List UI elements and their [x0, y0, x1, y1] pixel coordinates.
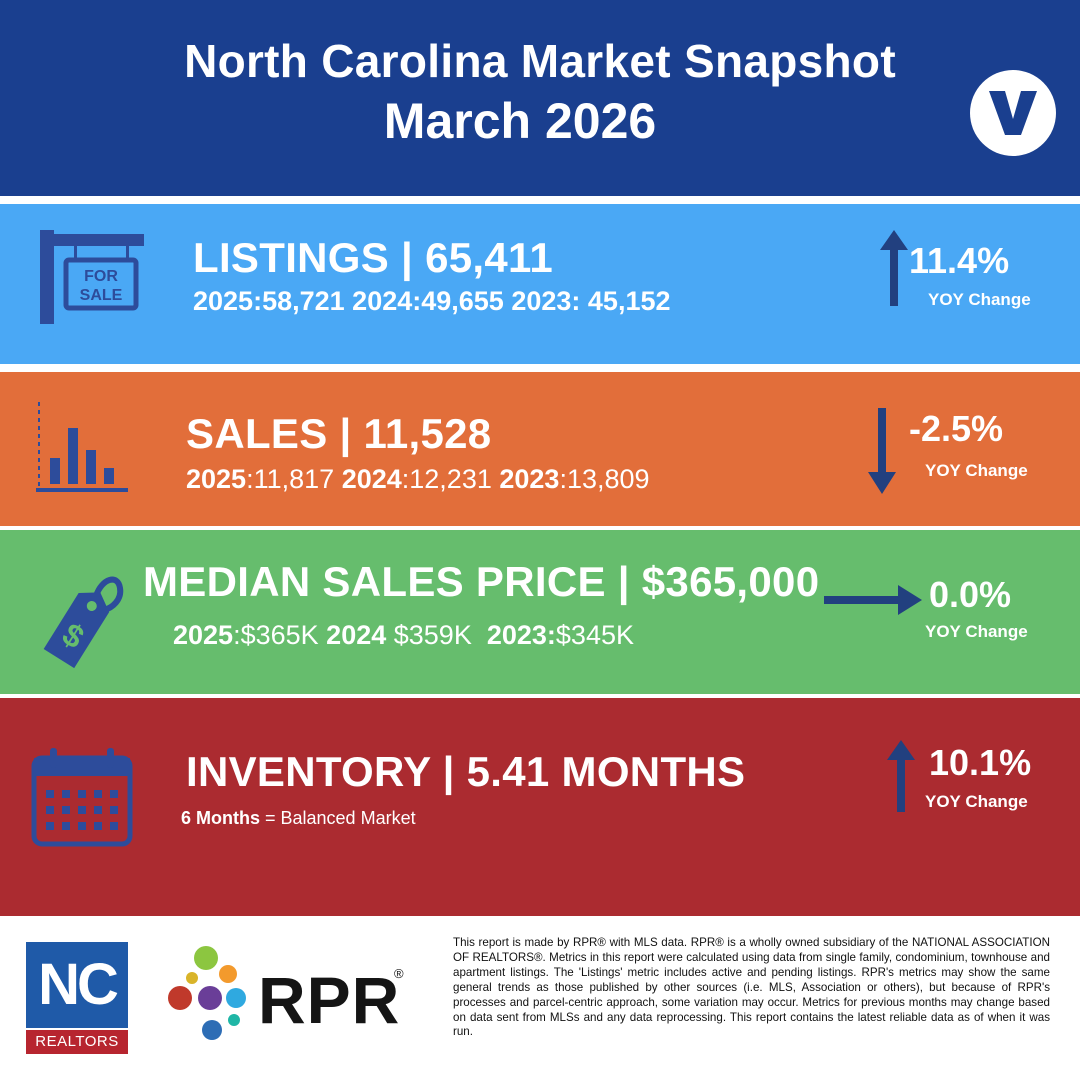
- bar-chart-icon: [36, 402, 128, 492]
- listings-2025-value: 58,721: [262, 286, 345, 316]
- inventory-section: INVENTORY | 5.41 MONTHS 6 Months = Balan…: [0, 698, 1080, 916]
- inventory-title: INVENTORY | 5.41 MONTHS: [186, 748, 746, 795]
- median-price-history: 2025:$365K 2024 $359K 2023:$345K: [173, 620, 634, 651]
- listings-2023-value: 45,152: [580, 286, 671, 316]
- sign-text-for: FOR: [84, 268, 118, 285]
- rpr-dots-icon: [168, 946, 246, 1040]
- v-logo-icon: [970, 70, 1056, 156]
- sales-change: -2.5%: [909, 408, 1004, 449]
- sales-2023-label: 2023: [499, 464, 560, 494]
- listings-section: FOR SALE LISTINGS | 65,411 2025:58,721 2…: [0, 204, 1080, 364]
- rpr-logo: RPR ®: [162, 944, 412, 1044]
- price-tag-icon: $: [43, 576, 124, 669]
- sales-yoy-label: YOY Change: [925, 461, 1028, 480]
- nc-logo-subtext: REALTORS: [26, 1030, 128, 1054]
- rpr-reg-mark: ®: [394, 966, 404, 981]
- calendar-icon: [31, 748, 133, 847]
- footer: NC REALTORS RPR ® This report is made by…: [0, 916, 1080, 1080]
- page-title: North Carolina Market Snapshot: [184, 35, 896, 87]
- inventory-yoy-label: YOY Change: [925, 792, 1028, 811]
- median-price-yoy-label: YOY Change: [925, 622, 1028, 641]
- nc-logo-text: NC: [26, 942, 128, 1028]
- sales-2025-label: 2025: [186, 464, 247, 494]
- sales-2024-value: :12,231: [401, 464, 492, 494]
- price-2024-value: $359K: [386, 620, 472, 650]
- listings-yoy-label: YOY Change: [928, 290, 1031, 309]
- median-price-section: $ MEDIAN SALES PRICE | $365,000 2025:$36…: [0, 530, 1080, 694]
- listings-2025-label: 2025:: [193, 286, 263, 316]
- rpr-logo-text: RPR: [258, 963, 401, 1037]
- price-2023-value: $345K: [555, 620, 634, 650]
- sales-title: SALES | 11,528: [186, 410, 492, 457]
- price-2025-label: 2025: [173, 620, 234, 650]
- inventory-note-text: = Balanced Market: [260, 808, 416, 828]
- sales-history: 2025:11,817 2024:12,231 2023:13,809: [186, 464, 650, 495]
- down-arrow-icon: [868, 408, 896, 494]
- nc-realtors-logo: NC REALTORS: [26, 942, 128, 1054]
- sign-text-sale: SALE: [80, 287, 123, 304]
- up-arrow-icon: [880, 230, 908, 306]
- inventory-change: 10.1%: [929, 742, 1032, 783]
- inventory-note-bold: 6 Months: [181, 808, 260, 828]
- listings-change: 11.4%: [909, 240, 1010, 281]
- price-2023-label: 2023:: [486, 620, 556, 650]
- sales-2025-value: :11,817: [246, 464, 335, 494]
- price-2025-value: :$365K: [233, 620, 319, 650]
- listings-2023-label: 2023:: [511, 286, 581, 316]
- inventory-note: 6 Months = Balanced Market: [181, 808, 416, 829]
- up-arrow-icon: [887, 740, 915, 812]
- listings-2024-value: 49,655: [421, 286, 504, 316]
- listings-title: LISTINGS | 65,411: [193, 234, 554, 281]
- sales-2024-label: 2024: [341, 464, 402, 494]
- sales-2023-value: :13,809: [559, 464, 650, 494]
- listings-2024-label: 2024:: [352, 286, 422, 316]
- page-subtitle: March 2026: [383, 93, 657, 149]
- median-price-change: 0.0%: [929, 574, 1012, 615]
- right-arrow-icon: [824, 585, 922, 615]
- price-2024-label: 2024: [326, 620, 387, 650]
- listings-history: 2025:58,721 2024:49,655 2023: 45,152: [193, 286, 671, 317]
- sales-section: SALES | 11,528 2025:11,817 2024:12,231 2…: [0, 372, 1080, 526]
- median-price-title: MEDIAN SALES PRICE | $365,000: [143, 558, 820, 605]
- for-sale-sign-icon: FOR SALE: [40, 230, 144, 324]
- header-banner: North Carolina Market Snapshot March 202…: [0, 0, 1080, 196]
- disclaimer-text: This report is made by RPR® with MLS dat…: [453, 936, 1050, 1039]
